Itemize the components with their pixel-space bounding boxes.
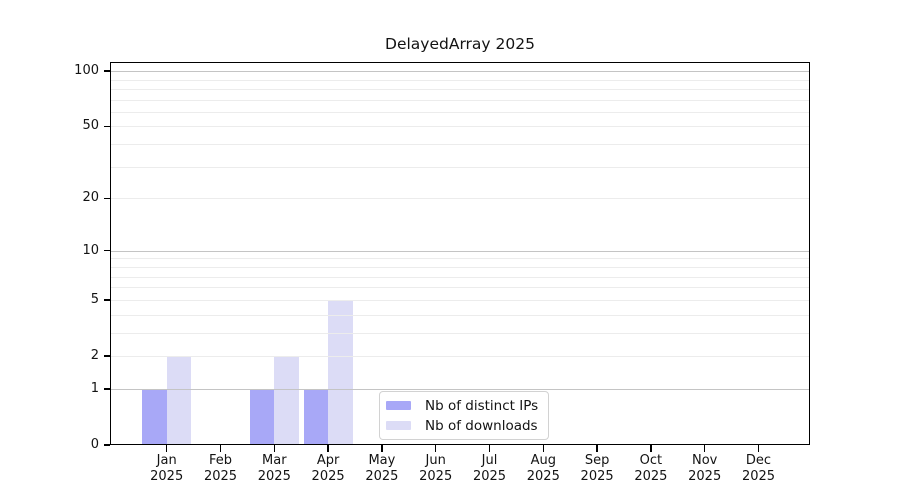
y-tick-mark <box>104 125 110 128</box>
bar-downloads <box>328 299 353 445</box>
bar-distinct-ips <box>303 388 329 445</box>
x-tick-label: Apr 2025 <box>311 453 345 484</box>
x-tick-mark <box>704 445 706 452</box>
gridline-minor <box>110 287 810 289</box>
bar-distinct-ips <box>249 388 275 445</box>
x-tick-mark <box>650 445 652 452</box>
y-tick-label: 5 <box>90 291 99 307</box>
legend-swatch-icon <box>386 421 411 430</box>
gridline-minor <box>110 79 810 81</box>
x-tick-label: May 2025 <box>365 453 399 484</box>
y-tick-mark <box>104 250 110 252</box>
y-tick-mark <box>104 355 110 357</box>
x-tick-label: Sep 2025 <box>580 453 614 484</box>
plot-area: Nb of distinct IPs Nb of downloads 0 1 2 5 10… <box>74 62 810 484</box>
y-tick-mark <box>104 444 110 446</box>
gridline-minor <box>110 276 810 278</box>
gridline-minor <box>110 99 810 101</box>
y-tick-label: 100 <box>74 63 99 79</box>
bar-downloads <box>274 356 299 445</box>
x-tick-label: Aug 2025 <box>526 453 560 484</box>
gridline-minor <box>110 111 810 113</box>
x-tick-mark <box>327 445 329 452</box>
gridline-minor <box>110 314 810 316</box>
x-tick-mark <box>596 445 598 452</box>
x-tick-mark <box>273 445 275 452</box>
axes-frame <box>110 62 810 445</box>
x-tick-label: Feb 2025 <box>203 453 238 484</box>
y-tick-label: 20 <box>82 190 99 206</box>
gridline-minor <box>110 299 810 301</box>
x-tick-label: Jun 2025 <box>419 453 453 484</box>
gridline-minor <box>110 88 810 90</box>
legend: Nb of distinct IPs Nb of downloads <box>379 391 550 440</box>
y-tick-label: 1 <box>90 380 99 396</box>
gridline-minor <box>110 198 810 200</box>
y-tick-mark <box>104 197 110 200</box>
x-tick-label: Jan 2025 <box>150 453 184 484</box>
y-tick-mark <box>104 388 110 390</box>
x-tick-mark <box>381 445 383 452</box>
x-tick-mark <box>166 445 168 452</box>
x-tick-mark <box>757 445 760 452</box>
legend-swatch-icon <box>386 401 411 410</box>
x-tick-mark <box>219 445 222 452</box>
x-tick-mark <box>542 445 544 452</box>
x-tick-label: Dec 2025 <box>741 453 776 484</box>
bar-downloads <box>166 356 192 445</box>
x-tick-label: Nov 2025 <box>688 453 722 484</box>
y-tick-label: 10 <box>82 242 99 258</box>
legend-label: Nb of distinct IPs <box>425 397 539 414</box>
gridline-major <box>110 388 810 390</box>
x-tick-mark <box>435 445 437 452</box>
y-tick-label: 50 <box>82 118 99 134</box>
x-tick-mark <box>488 445 491 452</box>
y-tick-mark <box>104 70 110 72</box>
gridline-minor <box>110 332 810 334</box>
gridline-minor <box>110 166 810 168</box>
legend-label: Nb of downloads <box>425 417 538 434</box>
legend-item: Nb of downloads <box>386 417 538 434</box>
gridline-minor <box>110 355 810 357</box>
y-tick-label: 2 <box>90 347 99 363</box>
chart-title: DelayedArray 2025 <box>385 35 535 53</box>
gridline-major <box>110 71 810 73</box>
y-tick-label: 0 <box>90 437 99 452</box>
gridline-minor <box>110 258 810 260</box>
bar-distinct-ips <box>142 388 167 445</box>
legend-item: Nb of distinct IPs <box>386 397 538 414</box>
gridline-minor <box>110 266 810 268</box>
gridline-minor <box>110 126 810 128</box>
y-tick-mark <box>104 299 110 301</box>
x-tick-label: Mar 2025 <box>257 453 291 484</box>
gridline-minor <box>110 144 810 146</box>
gridline-major <box>110 250 810 252</box>
x-tick-label: Oct 2025 <box>634 453 668 484</box>
x-tick-label: Jul 2025 <box>472 453 507 484</box>
